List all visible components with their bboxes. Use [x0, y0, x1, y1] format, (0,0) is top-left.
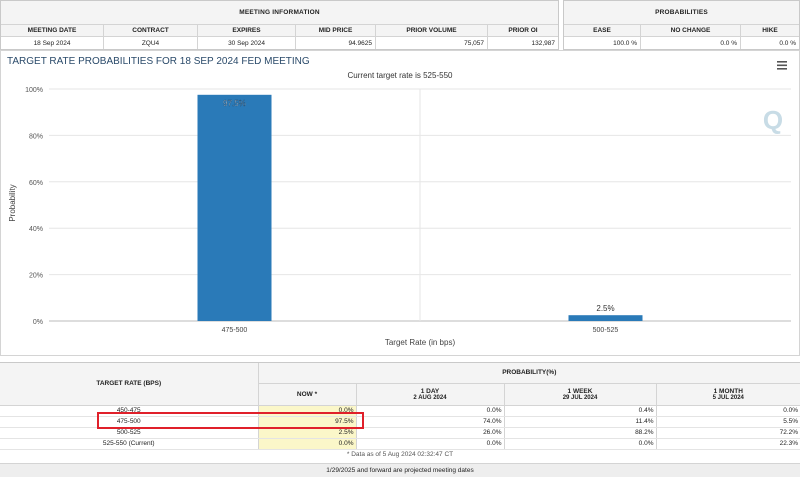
header-1-week-label: 1 WEEK [567, 387, 593, 395]
target-rate-probability-table: TARGET RATE (BPS) PROBABILITY(%) NOW * 1… [0, 362, 800, 477]
header-1-week-date: 29 JUL 2024 [562, 394, 598, 401]
prior-oi-value: 132,987 [531, 39, 556, 47]
chart-bars: 97.5% 2.5% [197, 94, 643, 321]
col-ease: EASE [564, 25, 641, 36]
meeting-information-table: MEETING INFORMATION MEETING DATE CONTRAC… [0, 0, 559, 50]
bar-500-525[interactable] [568, 315, 643, 321]
now-cell: 0.0% [258, 405, 357, 417]
chart-title: TARGET RATE PROBABILITIES FOR 18 SEP 202… [7, 56, 310, 67]
watermark-text: Q [763, 105, 783, 135]
probabilities-title: PROBABILITIES [564, 1, 799, 25]
prior-volume-value: 75,057 [376, 37, 488, 49]
one-week-cell: 88.2% [504, 427, 657, 439]
col-hike: HIKE [762, 27, 778, 34]
header-1-day-date: 2 AUG 2024 [413, 394, 447, 401]
col-prior-volume: PRIOR VOLUME [376, 25, 488, 36]
rate-cell: 500-525 [0, 427, 259, 439]
y-axis-label: Probability [8, 184, 17, 221]
bar-data-label: 97.5% [223, 99, 246, 108]
header-1-week: 1 WEEK 29 JUL 2024 [504, 383, 657, 406]
one-month-cell: 5.5% [656, 416, 800, 428]
table-row: 475-500 97.5% 74.0% 11.4% 5.5% [0, 416, 800, 428]
header-1-month-date: 5 JUL 2024 [712, 394, 744, 401]
y-tick-label: 40% [29, 226, 43, 233]
one-month-cell: 0.0% [656, 405, 800, 417]
header-1-day: 1 DAY 2 AUG 2024 [356, 383, 505, 406]
header-1-day-label: 1 DAY [420, 387, 440, 395]
chart-subtitle: Current target rate is 525-550 [348, 71, 453, 80]
rate-cell: 525-550 (Current) [0, 438, 259, 450]
one-day-cell: 0.0% [356, 438, 505, 450]
y-tick-label: 20% [29, 273, 43, 280]
hamburger-menu-icon[interactable] [777, 61, 787, 70]
header-now: NOW * [258, 383, 357, 406]
header-1-month: 1 MONTH 5 JUL 2024 [656, 383, 800, 406]
table-row: 500-525 2.5% 26.0% 88.2% 72.2% [0, 427, 800, 439]
one-day-cell: 0.0% [356, 405, 505, 417]
meeting-information-title: MEETING INFORMATION [1, 1, 558, 25]
chart-grid [49, 88, 791, 322]
bar-data-label: 2.5% [596, 304, 614, 313]
target-rate-chart-panel: TARGET RATE PROBABILITIES FOR 18 SEP 202… [0, 50, 800, 356]
chart-axes: 0% 20% 40% 60% 80% 100% 475-500 500-525 [25, 87, 618, 334]
now-cell: 97.5% [258, 416, 357, 428]
col-prior-oi: PRIOR OI [508, 27, 538, 34]
now-cell: 0.0% [258, 438, 357, 450]
header-target-rate: TARGET RATE (BPS) [0, 363, 259, 406]
rate-cell: 450-475 [0, 405, 259, 417]
one-week-cell: 11.4% [504, 416, 657, 428]
header-now-label: NOW * [296, 390, 318, 398]
x-axis-label: Target Rate (in bps) [385, 338, 456, 347]
col-meeting-date: MEETING DATE [1, 25, 104, 36]
x-tick-label: 475-500 [222, 327, 248, 334]
projected-dates-footer: 1/29/2025 and forward are projected meet… [0, 463, 800, 477]
y-tick-label: 60% [29, 180, 43, 187]
header-1-month-label: 1 MONTH [713, 387, 743, 395]
meeting-date-value: 18 Sep 2024 [1, 37, 104, 49]
col-contract: CONTRACT [104, 25, 198, 36]
col-mid-price: MID PRICE [296, 25, 376, 36]
one-day-cell: 74.0% [356, 416, 505, 428]
y-tick-label: 0% [33, 319, 43, 326]
now-cell: 2.5% [258, 427, 357, 439]
one-week-cell: 0.0% [504, 438, 657, 450]
bar-475-500[interactable] [197, 94, 272, 321]
y-tick-label: 100% [25, 87, 43, 94]
expires-value: 30 Sep 2024 [198, 37, 296, 49]
one-month-cell: 72.2% [656, 427, 800, 439]
table-row: 525-550 (Current) 0.0% 0.0% 0.0% 22.3% [0, 438, 800, 450]
one-day-cell: 26.0% [356, 427, 505, 439]
hike-value: 0.0 % [779, 39, 796, 47]
col-no-change: NO CHANGE [641, 25, 741, 36]
rate-cell: 475-500 [0, 416, 259, 428]
one-month-cell: 22.3% [656, 438, 800, 450]
x-tick-label: 500-525 [593, 327, 619, 334]
col-expires: EXPIRES [198, 25, 296, 36]
mid-price-value: 94.9625 [296, 37, 376, 49]
contract-value: ZQU4 [104, 37, 198, 49]
table-row: 450-475 0.0% 0.0% 0.4% 0.0% [0, 405, 800, 417]
one-week-cell: 0.4% [504, 405, 657, 417]
data-as-of-note: * Data as of 5 Aug 2024 02:32:47 CT [346, 451, 454, 459]
no-change-value: 0.0 % [641, 37, 741, 49]
target-rate-chart: TARGET RATE PROBABILITIES FOR 18 SEP 202… [7, 56, 791, 347]
probabilities-summary-table: PROBABILITIES EASE NO CHANGE HIKE 100.0 … [563, 0, 800, 50]
ease-value: 100.0 % [564, 37, 641, 49]
header-probability: PROBABILITY(%) [258, 363, 800, 384]
y-tick-label: 80% [29, 133, 43, 140]
watermark-logo-icon: Q [763, 105, 783, 135]
